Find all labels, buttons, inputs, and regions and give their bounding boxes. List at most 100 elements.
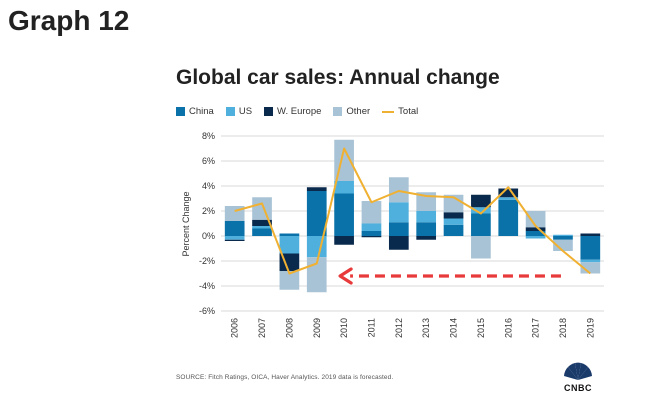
x-tick-label: 2008	[284, 318, 294, 338]
bar-weurope-2015	[471, 194, 491, 208]
bar-other-2011	[361, 201, 382, 224]
bar-us-2006	[224, 236, 245, 240]
bar-us-2013	[416, 211, 437, 223]
total-line	[234, 147, 591, 275]
bar-us-2007	[252, 226, 272, 229]
legend-label-china: China	[189, 106, 214, 117]
bar-us-2009	[306, 236, 327, 258]
bar-china-2018	[553, 236, 573, 240]
bar-us-2008	[279, 236, 300, 254]
y-tick-label: 4%	[202, 181, 215, 191]
x-tick-label: 2009	[312, 318, 322, 338]
legend-item-weurope: W. Europe	[264, 106, 321, 117]
bar-us-2011	[361, 223, 382, 231]
bar-us-2017	[525, 236, 546, 239]
bar-weurope-2014	[443, 212, 464, 219]
bar-other-2008	[279, 271, 300, 290]
legend-label-other: Other	[346, 106, 371, 117]
legend-item-other: Other	[333, 106, 370, 117]
bar-other-2012	[388, 177, 409, 203]
bar-china-2009	[306, 191, 327, 236]
bar-weurope-2016	[498, 188, 519, 198]
bar-china-2007	[252, 228, 272, 236]
y-tick-label: 2%	[202, 206, 215, 216]
bar-china-2017	[525, 231, 546, 236]
bar-us-2014	[443, 218, 464, 225]
x-tick-label: 2019	[585, 318, 595, 338]
cnbc-peacock-logo	[564, 362, 592, 380]
bar-weurope-2009	[306, 187, 327, 191]
legend-swatch-china	[176, 107, 185, 116]
legend-item-us: US	[225, 106, 253, 117]
bar-us-2010	[334, 181, 354, 194]
annotation-arrow	[338, 267, 561, 285]
legend-label-weurope: W. Europe	[277, 106, 322, 117]
legend-item-china: China	[176, 106, 214, 117]
total-line-layer	[234, 147, 591, 275]
bar-us-2012	[388, 202, 409, 223]
y-tick-label: 8%	[202, 131, 215, 141]
bars	[224, 139, 601, 293]
x-tick-label: 2012	[394, 318, 404, 338]
bar-weurope-2019	[580, 233, 601, 236]
bar-china-2006	[224, 221, 245, 236]
bar-weurope-2007	[252, 219, 272, 226]
chart-title: Global car sales: Annual change	[176, 66, 500, 89]
bar-china-2013	[416, 222, 437, 236]
legend-swatch-total	[382, 110, 395, 113]
bar-china-2011	[361, 231, 382, 236]
logo-text: CNBC	[564, 383, 592, 393]
bar-other-2018	[553, 239, 573, 251]
arrow-head	[338, 267, 353, 285]
bar-china-2010	[334, 193, 354, 236]
x-tick-label: 2007	[257, 318, 267, 338]
bar-weurope-2013	[416, 236, 437, 240]
bar-other-2017	[525, 211, 546, 228]
bar-us-2018	[553, 234, 573, 236]
bar-china-2008	[279, 233, 300, 236]
bar-weurope-2010	[334, 236, 354, 245]
bar-weurope-2006	[224, 239, 245, 241]
gridlines	[221, 135, 604, 312]
bar-china-2012	[388, 222, 409, 236]
chart-legend: China US W. Europe Other Total	[176, 106, 418, 117]
legend-label-total: Total	[398, 106, 419, 117]
bar-weurope-2011	[361, 236, 382, 238]
x-tick-label: 2014	[449, 318, 459, 338]
x-tick-labels: 2006 2007 2008 2009 2010 2011 2012 2013 2014 2015…	[230, 318, 596, 338]
y-axis-label: Percent Change	[181, 191, 191, 256]
y-tick-label: -4%	[199, 281, 215, 291]
x-tick-label: 2018	[558, 318, 568, 338]
legend-label-us: US	[238, 106, 253, 117]
y-tick-label: -6%	[199, 306, 215, 316]
bar-us-2019	[580, 259, 601, 263]
bar-weurope-2012	[388, 236, 409, 250]
source-note: SOURCE: Fitch Ratings, OICA, Haver Analy…	[176, 374, 394, 381]
x-tick-label: 2006	[230, 318, 240, 338]
bar-other-2007	[252, 197, 272, 220]
y-tick-label: -2%	[199, 256, 215, 266]
bar-china-2015	[471, 213, 491, 236]
y-tick-label: 6%	[202, 156, 215, 166]
legend-item-total: Total	[382, 106, 418, 117]
x-tick-label: 2011	[366, 318, 376, 337]
bar-other-2015	[471, 236, 491, 259]
bar-china-2019	[580, 236, 601, 260]
bar-us-2015	[471, 207, 491, 214]
bar-china-2016	[498, 199, 519, 236]
y-tick-label: 0%	[202, 231, 215, 241]
page-heading: Graph 12	[8, 5, 130, 36]
bar-china-2014	[443, 224, 464, 236]
x-tick-label: 2013	[421, 318, 431, 338]
chart-plot: 8% 6% 4% 2% 0% -2% -4% -6% 2006 2007 2008 2009 2010…	[181, 131, 604, 338]
y-tick-labels: 8% 6% 4% 2% 0% -2% -4% -6%	[199, 131, 215, 316]
bar-weurope-2008	[279, 253, 300, 271]
legend-swatch-other	[333, 107, 343, 116]
x-tick-label: 2010	[339, 318, 349, 338]
legend-swatch-weurope	[264, 107, 274, 116]
legend-swatch-us	[225, 107, 235, 116]
bar-other-2019	[580, 262, 601, 274]
x-tick-label: 2016	[503, 318, 513, 338]
x-tick-label: 2015	[476, 318, 486, 338]
x-tick-label: 2017	[531, 318, 541, 338]
